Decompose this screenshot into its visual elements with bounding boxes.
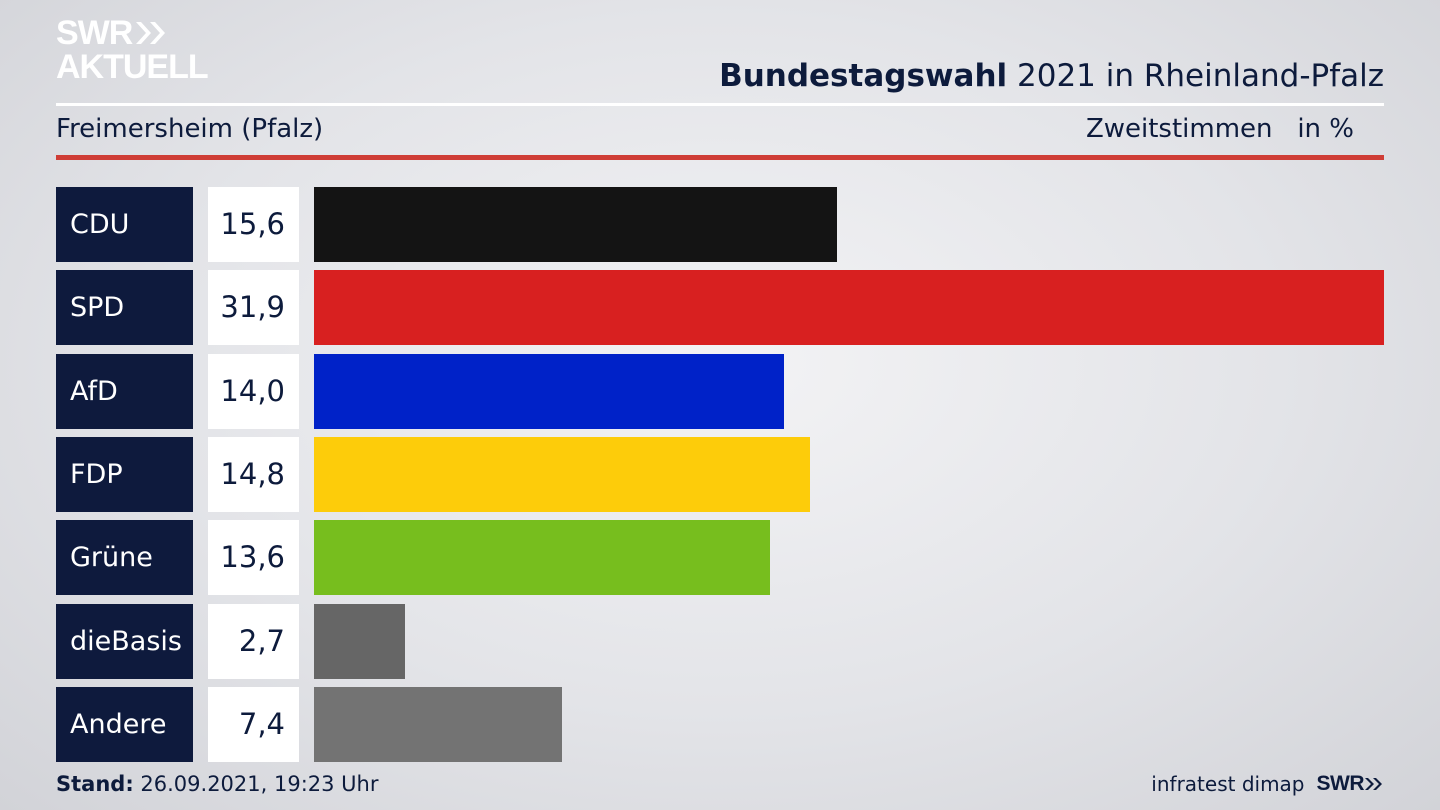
value-label: 13,6 xyxy=(208,520,299,596)
bar-row: dieBasis 2,7 xyxy=(0,603,1440,679)
header-divider xyxy=(56,103,1384,106)
bar-row: AfD 14,0 xyxy=(0,353,1440,429)
double-chevron-icon xyxy=(136,22,166,44)
bar xyxy=(314,187,837,262)
double-chevron-icon xyxy=(1365,778,1382,790)
unit-label: Zweitstimmen in % xyxy=(1085,114,1354,144)
bar xyxy=(314,686,562,762)
bar xyxy=(314,520,770,596)
timestamp: Stand: 26.09.2021, 19:23 Uhr xyxy=(56,772,379,796)
title-bold: Bundestagswahl xyxy=(719,58,1008,94)
party-label: Andere xyxy=(56,686,193,762)
party-label: FDP xyxy=(56,436,193,512)
party-label: dieBasis xyxy=(56,603,193,679)
bar xyxy=(314,353,784,429)
bar xyxy=(314,270,1384,346)
value-label: 7,4 xyxy=(208,686,299,762)
party-label: CDU xyxy=(56,187,193,262)
party-label: Grüne xyxy=(56,520,193,596)
bar-row: Andere 7,4 xyxy=(0,686,1440,762)
bar-row: CDU 15,6 xyxy=(0,187,1440,262)
location-label: Freimersheim (Pfalz) xyxy=(56,114,324,144)
value-label: 15,6 xyxy=(208,187,299,262)
accent-divider xyxy=(56,155,1384,160)
value-label: 2,7 xyxy=(208,603,299,679)
value-label: 14,8 xyxy=(208,436,299,512)
swr-small-text: SWR xyxy=(1316,772,1365,795)
page-title: Bundestagswahl 2021 in Rheinland-Pfalz xyxy=(719,58,1384,94)
bar xyxy=(314,603,405,679)
bar-row: FDP 14,8 xyxy=(0,436,1440,512)
bar-row: SPD 31,9 xyxy=(0,270,1440,346)
timestamp-value: 26.09.2021, 19:23 Uhr xyxy=(133,772,379,796)
source-label: infratest dimap xyxy=(1151,772,1305,796)
footer-credits: infratest dimap SWR xyxy=(1151,772,1384,796)
logo-swr-text: SWR xyxy=(56,14,133,52)
value-label: 31,9 xyxy=(208,270,299,346)
value-label: 14,0 xyxy=(208,353,299,429)
bar xyxy=(314,436,810,512)
party-label: AfD xyxy=(56,353,193,429)
title-rest: 2021 in Rheinland-Pfalz xyxy=(1007,58,1384,94)
timestamp-label: Stand: xyxy=(56,772,134,796)
bar-row: Grüne 13,6 xyxy=(0,520,1440,596)
swr-small-logo: SWR xyxy=(1317,772,1385,796)
party-label: SPD xyxy=(56,270,193,346)
logo-aktuell-text: AKTUELL xyxy=(56,48,209,86)
swr-aktuell-logo: SWR AKTUELL xyxy=(56,14,209,86)
